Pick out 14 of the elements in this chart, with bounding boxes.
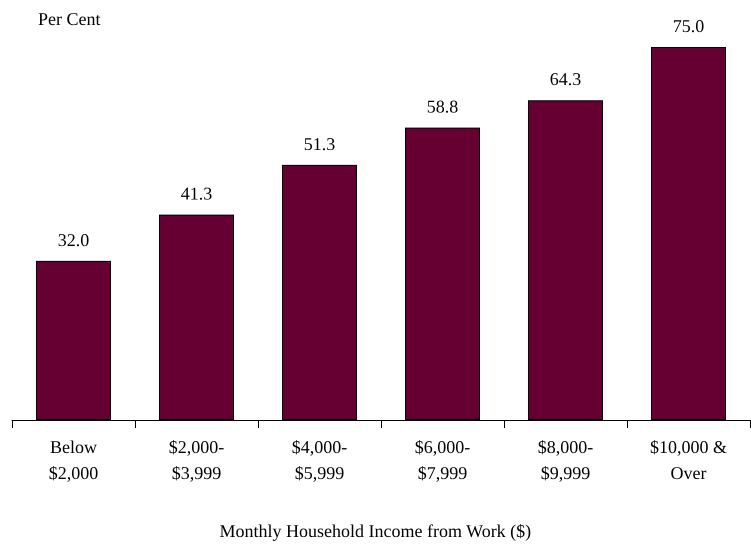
data-label: 51.3 [304,134,336,154]
x-tick-label: Below $2,000 [48,437,98,483]
data-label: 32.0 [58,230,90,250]
x-tick-label: $6,000- $7,999 [414,437,470,483]
y-axis-title: Per Cent [38,9,100,29]
data-label: 75.0 [672,16,704,36]
x-axis-title: Monthly Household Income from Work ($) [220,521,532,541]
x-tick-label: $10,000 & Over [650,437,728,483]
x-tick-label: $8,000- $9,999 [538,437,594,483]
data-label: 41.3 [180,184,212,204]
data-label: 58.8 [426,96,458,117]
x-tick-label: $2,000- $3,999 [168,437,224,483]
data-label: 64.3 [550,69,582,90]
x-tick-label: $4,000- $5,999 [292,437,348,483]
